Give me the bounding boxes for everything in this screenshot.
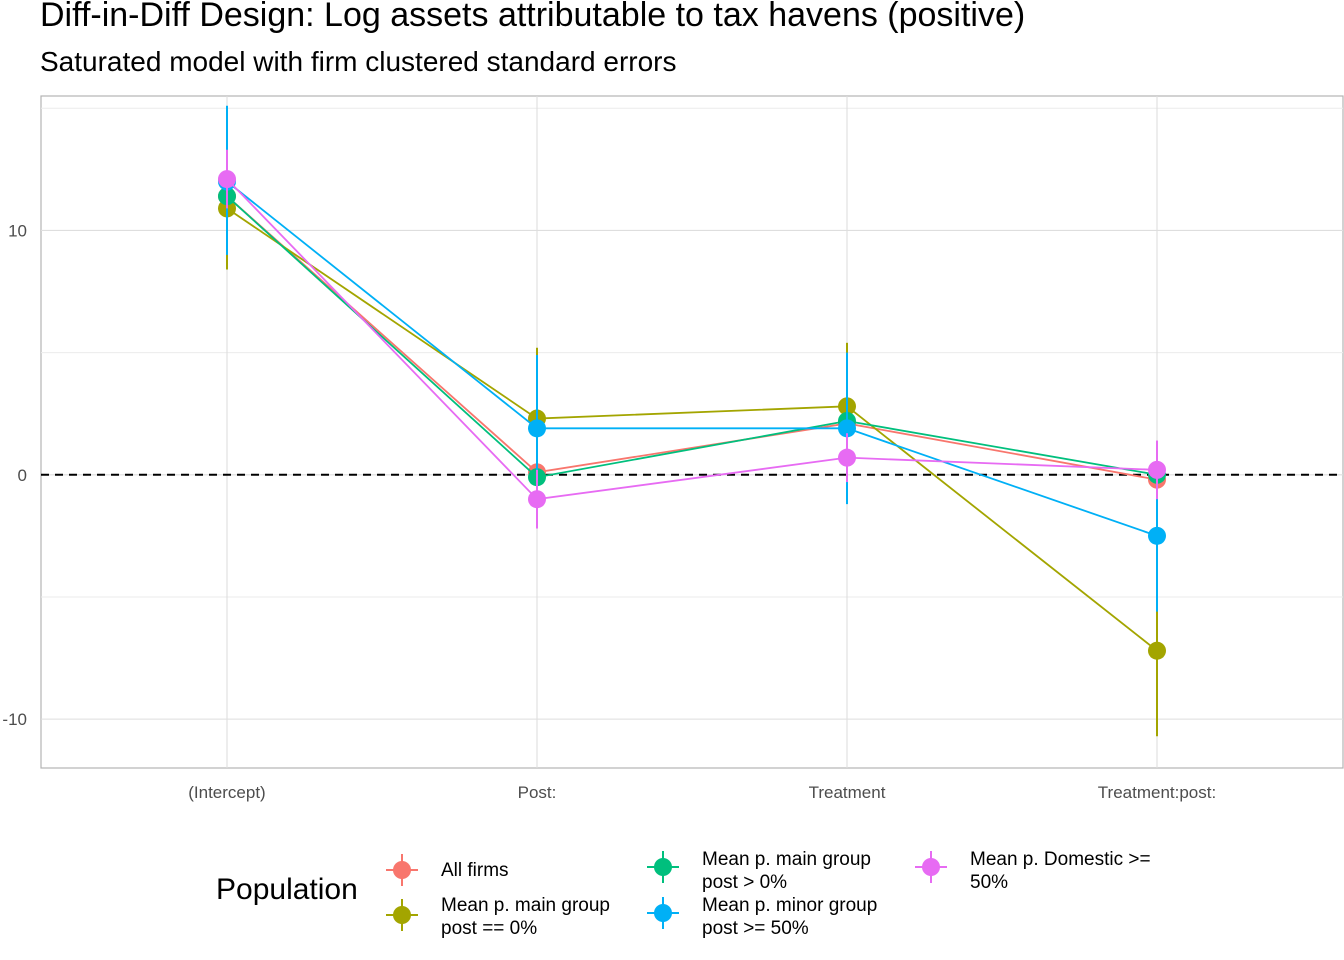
chart-subtitle: Saturated model with firm clustered stan… xyxy=(40,46,677,77)
series-line xyxy=(226,195,1158,481)
legend-key xyxy=(384,897,420,933)
data-point xyxy=(528,490,546,509)
series-line xyxy=(226,178,1158,501)
y-tick-label: -10 xyxy=(2,710,27,729)
data-point xyxy=(1148,460,1166,479)
legend-key xyxy=(913,849,949,885)
data-point xyxy=(1148,526,1166,545)
data-point xyxy=(528,419,546,438)
legend-label: Mean p. minor group post >= 50% xyxy=(702,895,878,939)
legend-title: Population xyxy=(216,873,358,906)
legend-key xyxy=(645,849,681,885)
data-point xyxy=(218,170,236,189)
panel-border xyxy=(40,95,1344,769)
legend-label: Mean p. main group post > 0% xyxy=(702,849,871,893)
data-point xyxy=(838,448,856,467)
series-line xyxy=(226,207,1158,652)
legend-label: All firms xyxy=(441,860,509,881)
x-tick-label: Post: xyxy=(518,783,557,802)
y-tick-label: 10 xyxy=(8,221,27,240)
legend-key xyxy=(645,895,681,931)
x-tick-label: Treatment:post: xyxy=(1098,783,1216,802)
legend-key xyxy=(384,852,420,888)
series-line xyxy=(226,180,1158,537)
series-line xyxy=(226,195,1158,479)
x-tick-label: (Intercept) xyxy=(188,783,265,802)
x-tick-label: Treatment xyxy=(809,783,886,802)
chart-title: Diff-in-Diff Design: Log assets attribut… xyxy=(40,0,1026,34)
legend-label: Mean p. Domestic >= 50% xyxy=(970,849,1151,893)
data-point xyxy=(1148,641,1166,660)
legend-label: Mean p. main group post == 0% xyxy=(441,895,610,939)
y-tick-label: 0 xyxy=(18,466,27,485)
data-point xyxy=(838,419,856,438)
